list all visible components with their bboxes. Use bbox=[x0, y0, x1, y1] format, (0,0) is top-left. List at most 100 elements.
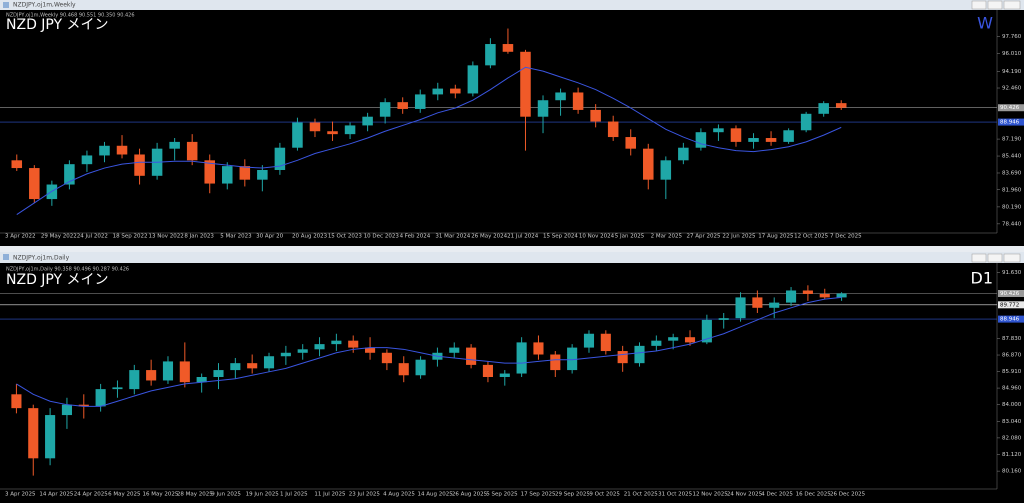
candle-body bbox=[550, 354, 561, 371]
candle-body bbox=[625, 137, 636, 149]
candle-body bbox=[668, 337, 679, 341]
x-tick-label: 21 Oct 2025 bbox=[624, 492, 659, 498]
candle-body bbox=[365, 347, 376, 353]
x-tick-label: 17 Sep 2025 bbox=[521, 492, 556, 498]
maximize-button[interactable] bbox=[987, 253, 1003, 263]
candle-body bbox=[116, 145, 128, 155]
price-tag bbox=[998, 290, 1024, 298]
x-tick-label: 6 May 2025 bbox=[108, 492, 141, 498]
candle-body bbox=[482, 364, 493, 377]
chart-info: NZDJPY,oj1m,Weekly 90.468 90.551 90.350 … bbox=[6, 13, 135, 19]
x-tick-label: 14 Aug 2025 bbox=[418, 492, 454, 498]
candle-body bbox=[818, 103, 829, 114]
candle-body bbox=[11, 394, 22, 409]
y-tick-label: 86.870 bbox=[1002, 353, 1022, 359]
candle-body bbox=[398, 363, 409, 376]
x-tick-label: 26 Dec 2025 bbox=[830, 492, 866, 498]
candle-body bbox=[607, 121, 619, 138]
candle-body bbox=[520, 51, 531, 117]
candle-body bbox=[634, 345, 645, 364]
candle-body bbox=[11, 160, 23, 169]
y-tick-label: 92.460 bbox=[1002, 86, 1022, 92]
y-tick-label: 96.010 bbox=[1002, 51, 1022, 57]
candle-body bbox=[362, 116, 373, 126]
chart-label: NZD JPY メイン bbox=[6, 272, 109, 288]
period-label: D1 bbox=[971, 269, 994, 288]
candle-body bbox=[695, 132, 707, 148]
candle-body bbox=[730, 128, 742, 142]
candle-body bbox=[432, 88, 444, 95]
candle-body bbox=[64, 164, 75, 185]
candle-body bbox=[678, 147, 689, 161]
x-tick-label: 15 Sep 2024 bbox=[543, 234, 578, 240]
close-button[interactable] bbox=[1003, 253, 1021, 263]
candle-body bbox=[327, 131, 338, 135]
candle-body bbox=[179, 361, 190, 383]
candle-body bbox=[344, 125, 356, 135]
candle-body bbox=[765, 138, 777, 142]
x-tick-label: 24 Apr 2025 bbox=[74, 492, 109, 498]
y-tick-label: 81.960 bbox=[1002, 187, 1022, 193]
candle-body bbox=[467, 65, 479, 94]
candle-body bbox=[572, 92, 584, 110]
window-title: NZDJPY,oj1m,Daily bbox=[13, 255, 70, 262]
y-tick-label: 87.830 bbox=[1002, 336, 1022, 342]
candle-body bbox=[660, 160, 672, 180]
candle-body bbox=[537, 100, 549, 117]
y-tick-label: 84.960 bbox=[1002, 386, 1022, 392]
y-tick-label: 80.190 bbox=[1002, 204, 1022, 210]
price-tag bbox=[998, 118, 1024, 126]
candle-body bbox=[196, 377, 207, 383]
candle-body bbox=[819, 293, 830, 298]
x-tick-label: 9 Jun 2025 bbox=[211, 492, 241, 498]
y-tick-label: 82.080 bbox=[1002, 435, 1022, 441]
x-tick-label: 2 Mar 2025 bbox=[651, 234, 683, 240]
candle-body bbox=[81, 155, 93, 165]
candle-body bbox=[643, 148, 654, 180]
x-tick-label: 3 Apr 2022 bbox=[5, 234, 36, 240]
candle-body bbox=[257, 169, 268, 180]
candle-body bbox=[129, 370, 140, 390]
candle-body bbox=[280, 352, 291, 357]
maximize-button[interactable] bbox=[987, 0, 1003, 10]
x-tick-label: 5 Sep 2025 bbox=[486, 492, 518, 498]
candle-body bbox=[617, 351, 628, 364]
y-tick-label: 91.630 bbox=[1002, 270, 1022, 276]
x-tick-label: 31 Oct 2025 bbox=[658, 492, 693, 498]
x-tick-label: 16 May 2025 bbox=[143, 492, 179, 498]
candle-body bbox=[162, 361, 174, 381]
x-tick-label: 24 Jul 2022 bbox=[77, 234, 108, 240]
candle-body bbox=[555, 92, 566, 101]
x-tick-label: 13 Nov 2022 bbox=[148, 234, 183, 240]
chart-label: NZD JPY メイン bbox=[6, 17, 109, 33]
candle-body bbox=[61, 404, 72, 416]
candle-body bbox=[800, 113, 812, 131]
x-tick-label: 15 Oct 2023 bbox=[328, 234, 363, 240]
minimize-button[interactable] bbox=[971, 0, 987, 10]
candle-body bbox=[78, 404, 89, 407]
price-tag-label: 90.426 bbox=[1000, 105, 1020, 111]
title-bar bbox=[0, 252, 1024, 263]
candle-body bbox=[309, 122, 321, 132]
price-tag-label: 88.946 bbox=[1000, 120, 1020, 126]
candle-body bbox=[381, 352, 392, 364]
candle-body bbox=[274, 147, 286, 170]
chart-area bbox=[0, 263, 1024, 503]
price-tag bbox=[998, 104, 1024, 112]
candle-body bbox=[533, 342, 544, 355]
x-tick-label: 11 Jul 2025 bbox=[314, 492, 346, 498]
x-tick-label: 4 Dec 2025 bbox=[761, 492, 793, 498]
y-tick-label: 78.440 bbox=[1002, 221, 1022, 227]
x-tick-label: 9 Oct 2025 bbox=[589, 492, 620, 498]
x-tick-label: 29 Sep 2025 bbox=[555, 492, 590, 498]
candle-body bbox=[397, 102, 408, 109]
candle-body bbox=[684, 337, 696, 343]
minimize-button[interactable] bbox=[971, 253, 987, 263]
y-tick-label: 85.910 bbox=[1002, 369, 1022, 375]
x-tick-label: 28 May 2025 bbox=[177, 492, 213, 498]
y-tick-label: 94.190 bbox=[1002, 69, 1022, 75]
candle-body bbox=[99, 145, 110, 156]
x-tick-label: 10 Dec 2023 bbox=[364, 234, 400, 240]
close-button[interactable] bbox=[1003, 0, 1021, 10]
